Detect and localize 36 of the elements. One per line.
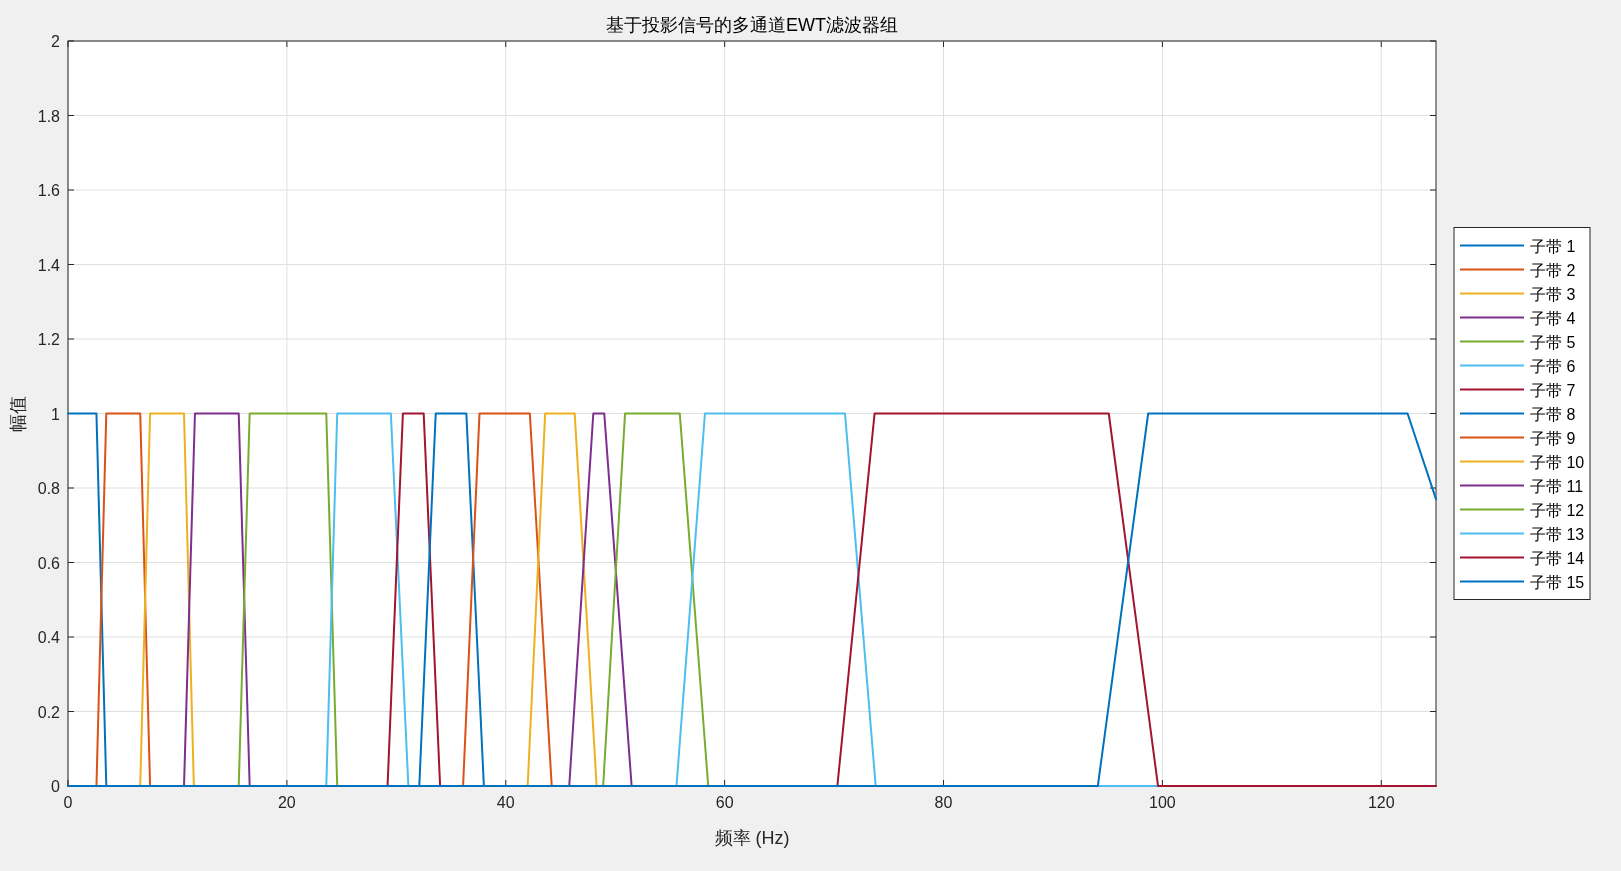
y-tick-label: 2 — [51, 33, 61, 50]
x-tick-label: 120 — [1367, 794, 1395, 811]
legend-label: 子带 5 — [1530, 333, 1576, 351]
legend-label: 子带 6 — [1530, 357, 1576, 375]
x-tick-label: 100 — [1149, 794, 1176, 811]
y-tick-label: 1.8 — [37, 107, 61, 125]
y-tick-label: 0.6 — [37, 554, 61, 572]
legend-label: 子带 8 — [1530, 405, 1576, 423]
legend-label: 子带 3 — [1530, 285, 1576, 303]
x-tick-label: 40 — [496, 794, 515, 811]
x-tick-label: 60 — [715, 794, 734, 811]
legend-label: 子带 10 — [1530, 453, 1585, 471]
y-tick-label: 1.6 — [37, 182, 61, 199]
legend-label: 子带 4 — [1530, 309, 1576, 327]
y-tick-label: 1 — [51, 405, 61, 423]
legend-label: 子带 7 — [1530, 381, 1576, 399]
legend-label: 子带 2 — [1530, 261, 1576, 279]
x-tick-label: 20 — [277, 794, 296, 811]
chart-title: 基于投影信号的多通道EWT滤波器组 — [606, 15, 898, 35]
legend-label: 子带 1 — [1530, 237, 1576, 255]
x-axis-title: 频率 (Hz) — [714, 828, 790, 848]
legend-label: 子带 12 — [1530, 501, 1585, 519]
legend-label: 子带 15 — [1530, 573, 1585, 591]
legend-label: 子带 13 — [1530, 525, 1585, 543]
x-tick-label: 0 — [63, 794, 73, 811]
legend-label: 子带 9 — [1530, 429, 1576, 447]
y-axis-title: 幅值 — [8, 395, 28, 432]
y-tick-label: 0.8 — [37, 480, 61, 497]
y-tick-label: 1.2 — [37, 331, 61, 348]
y-tick-label: 0 — [51, 778, 61, 795]
y-tick-label: 0.2 — [37, 703, 61, 721]
x-tick-label: 80 — [934, 794, 953, 811]
y-tick-label: 0.4 — [37, 629, 61, 646]
legend-label: 子带 14 — [1530, 549, 1585, 567]
y-tick-label: 1.4 — [37, 256, 61, 274]
legend-label: 子带 11 — [1530, 477, 1584, 495]
